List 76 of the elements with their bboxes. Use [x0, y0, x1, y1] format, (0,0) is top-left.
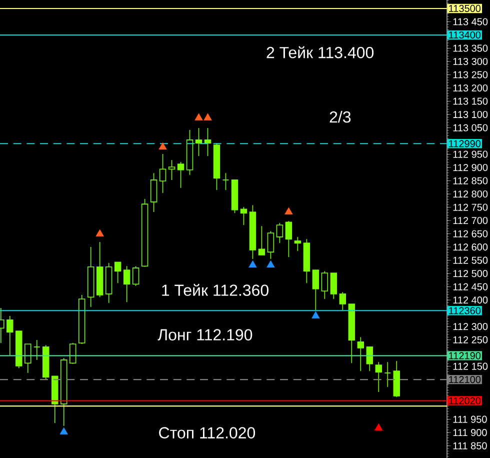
candlestick	[195, 128, 202, 157]
ref-line-label: 112190	[449, 352, 481, 360]
candlestick	[330, 272, 338, 300]
candlestick	[357, 336, 364, 372]
candlestick	[312, 270, 320, 311]
y-tick-label: 112 650	[453, 230, 488, 238]
annotation: 2 Тейк 113.400	[266, 46, 374, 58]
y-tick-label: 113 200	[453, 84, 488, 92]
candlestick	[114, 262, 122, 284]
ref-line-label: 112020	[449, 397, 481, 404]
point	[194, 113, 203, 120]
point	[158, 142, 167, 150]
y-tick-label: 113 350	[453, 44, 488, 52]
ref-line-label: 112360	[449, 307, 481, 314]
candlestick	[366, 346, 374, 372]
y-tick-label: 113 250	[453, 71, 488, 78]
y-tick-label: 112 950	[453, 150, 488, 158]
candlestick	[339, 292, 346, 311]
y-tick-label: 112 150	[453, 362, 488, 370]
point	[60, 427, 68, 434]
candlestick	[294, 236, 302, 252]
candlestick	[24, 344, 32, 374]
candlestick	[321, 270, 328, 300]
y-tick-label: 112 700	[453, 216, 488, 224]
y-tick-label: 111 900	[453, 429, 487, 436]
ref-line-label: 113400	[449, 31, 481, 39]
annotation: Лонг 112.190	[158, 329, 252, 340]
candlestick	[159, 154, 166, 194]
candlestick	[384, 362, 392, 388]
y-tick-label: 112 900	[453, 164, 488, 172]
y-tick-label: 113 150	[453, 98, 488, 105]
y-tick-label: 111 950	[453, 416, 487, 423]
annotation: Стоп 112.020	[159, 427, 256, 438]
y-tick-label: 112 800	[453, 190, 488, 198]
y-tick-label: 112 600	[453, 243, 488, 251]
candlestick	[258, 226, 266, 256]
y-tick-label: 112 300	[453, 322, 488, 330]
candlestick	[177, 162, 184, 188]
y-tick-label: 112 850	[453, 177, 488, 184]
y-tick-label: 113 100	[453, 110, 488, 118]
y-tick-label: 112 400	[453, 296, 488, 304]
y-tick-label: 112 250	[453, 336, 488, 344]
candlestick	[132, 266, 140, 286]
point	[204, 113, 212, 120]
candlestick	[34, 340, 40, 360]
candlestick	[204, 128, 212, 157]
ref-line-label: 112990	[449, 140, 481, 148]
y-tick-label: 111 850	[453, 442, 487, 450]
candlestick	[150, 172, 158, 212]
y-tick-label: 113 050	[453, 124, 488, 132]
point	[312, 311, 320, 318]
point	[266, 260, 275, 268]
y-tick-label: 112 750	[453, 204, 488, 211]
candlestick	[69, 342, 76, 364]
ref-line-label: 113500	[449, 4, 481, 12]
candlestick	[6, 316, 14, 356]
y-tick-label: 112 450	[453, 283, 488, 290]
candlestick	[375, 362, 382, 392]
y-tick-label: 112 500	[453, 270, 488, 278]
y-tick-label: 113 450	[453, 18, 488, 26]
annotation: 1 Тейк 112.360	[162, 284, 268, 296]
annotation: 2/3	[330, 110, 351, 123]
candlestick	[168, 160, 176, 180]
candlestick	[276, 222, 284, 244]
point	[374, 424, 383, 430]
candlestick	[222, 172, 230, 190]
point	[248, 260, 257, 268]
y-tick-label: 112 550	[453, 256, 488, 264]
point	[96, 230, 104, 236]
y-tick-label: 113 300	[453, 58, 488, 66]
candlestick	[285, 220, 292, 258]
candlestick	[267, 230, 274, 260]
ref-line-label: 112100	[449, 376, 481, 384]
candlestick	[123, 266, 130, 303]
point	[284, 208, 293, 214]
candlestick	[240, 206, 248, 226]
